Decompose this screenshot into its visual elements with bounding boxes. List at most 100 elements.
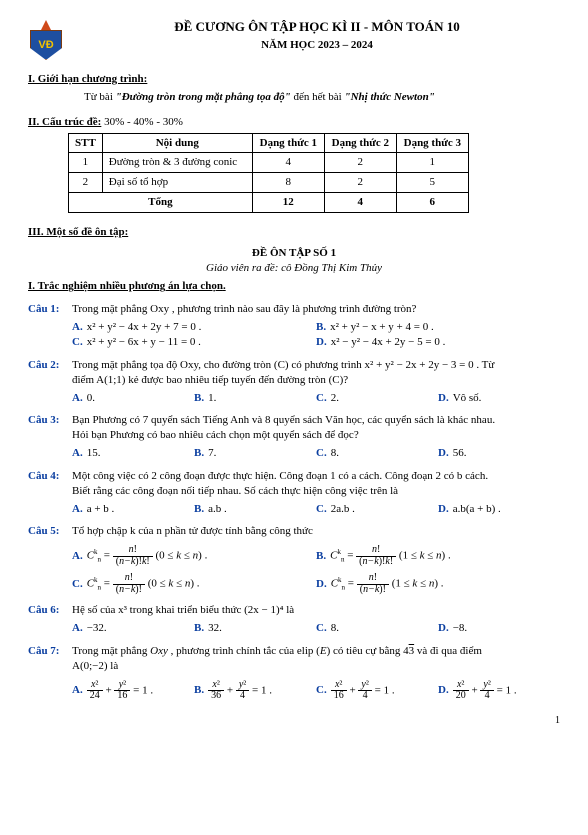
section1-heading: I. Giới hạn chương trình: — [28, 72, 560, 87]
q-body: Trong mặt phẳng Oxy , phương trình chính… — [72, 644, 560, 702]
opt-label: B. — [194, 502, 204, 517]
opt-text: Ckn = n!(n−k)! (0 ≤ k ≤ n) . — [87, 573, 200, 595]
opt-text: Ckn = n!(n−k)!k! (1 ≤ k ≤ n) . — [330, 545, 451, 567]
exam-author: Giáo viên ra đề: cô Đồng Thị Kim Thủy — [28, 261, 560, 276]
q-stem: Trong mặt phẳng Oxy , phương trình chính… — [72, 644, 560, 659]
opt-label: A. — [72, 683, 83, 698]
opt-text: x² + y² − x + y + 4 = 0 . — [330, 320, 434, 335]
q-label: Câu 7: — [28, 644, 72, 702]
options: A.a + b . B.a.b . C.2a.b . D.a.b(a + b) … — [72, 502, 560, 517]
opt-text: −8. — [453, 621, 467, 636]
opt-label: A. — [72, 391, 83, 406]
text: I. Trắc nghiệm nhiều phương án lựa chọn — [28, 280, 223, 292]
q-label: Câu 3: — [28, 413, 72, 461]
opt-label: B. — [194, 391, 204, 406]
opt-text: a.b . — [208, 502, 227, 517]
shield-icon: VĐ — [30, 30, 62, 60]
cell: 2 — [69, 173, 103, 193]
opt-a: A.15. — [72, 446, 194, 461]
q-stem: Một công việc có 2 công đoạn được thực h… — [72, 469, 560, 484]
opt-text: 32. — [208, 621, 222, 636]
opt-c: C. Ckn = n!(n−k)! (0 ≤ k ≤ n) . — [72, 573, 316, 595]
table-header-row: STT Nội dung Dạng thức 1 Dạng thức 2 Dạn… — [69, 133, 469, 153]
opt-label: B. — [194, 621, 204, 636]
doc-subtitle: NĂM HỌC 2023 – 2024 — [74, 38, 560, 53]
school-logo: VĐ — [28, 20, 64, 62]
opt-label: C. — [316, 683, 327, 698]
opt-text: 8. — [331, 446, 339, 461]
opt-d: D.56. — [438, 446, 560, 461]
opt-label: D. — [438, 391, 449, 406]
opt-a: A.0. — [72, 391, 194, 406]
opt-b: B. 32. — [194, 621, 316, 636]
opt-a: A. −32. — [72, 621, 194, 636]
heading-text: II. Cấu trúc đề: — [28, 116, 101, 128]
text: đến hết bài — [291, 91, 345, 103]
table-total-row: Tổng 12 4 6 — [69, 193, 469, 213]
options: A. Ckn = n!(n−k)!k! (0 ≤ k ≤ n) . B. Ckn… — [72, 545, 560, 595]
q-stem: Tổ hợp chập k của n phần tử được tính bằ… — [72, 524, 560, 539]
opt-b: B. 7. — [194, 446, 316, 461]
opt-b: B.x² + y² − x + y + 4 = 0 . — [316, 320, 560, 335]
q-stem: Hỏi bạn Phương có bao nhiêu cách chọn mộ… — [72, 428, 560, 443]
q-body: Bạn Phương có 7 quyển sách Tiếng Anh và … — [72, 413, 560, 461]
cell: Tổng — [69, 193, 253, 213]
opt-label: B. — [194, 683, 204, 698]
opt-label: D. — [438, 621, 449, 636]
question-3: Câu 3: Bạn Phương có 7 quyển sách Tiếng … — [28, 413, 560, 461]
opt-text: x² − y² − 4x + 2y − 5 = 0 . — [331, 335, 446, 350]
col-stt: STT — [69, 133, 103, 153]
q-body: Trong mặt phẳng tọa độ Oxy, cho đường tr… — [72, 358, 560, 406]
text: "Đường tròn trong mặt phẳng tọa độ" — [116, 91, 291, 103]
q-label: Câu 2: — [28, 358, 72, 406]
opt-a: A. Ckn = n!(n−k)!k! (0 ≤ k ≤ n) . — [72, 545, 316, 567]
opt-c: C.2. — [316, 391, 438, 406]
q-stem: Bạn Phương có 7 quyển sách Tiếng Anh và … — [72, 413, 560, 428]
opt-text: Ckn = n!(n−k)! (1 ≤ k ≤ n) . — [331, 573, 444, 595]
q-label: Câu 5: — [28, 524, 72, 595]
q-body: Trong mặt phẳng Oxy , phương trình nào s… — [72, 302, 560, 350]
table-row: 1 Đường tròn & 3 đường conic 4 2 1 — [69, 153, 469, 173]
opt-label: A. — [72, 621, 83, 636]
col-d2: Dạng thức 2 — [324, 133, 396, 153]
opt-c: C. 8. — [316, 446, 438, 461]
opt-label: C. — [316, 502, 327, 517]
opt-text: Vô số. — [453, 391, 482, 406]
text: "Nhị thức Newton" — [344, 91, 434, 103]
opt-label: D. — [316, 335, 327, 350]
opt-d: D. x² − y² − 4x + 2y − 5 = 0 . — [316, 335, 560, 350]
q-label: Câu 6: — [28, 603, 72, 636]
opt-text: a + b . — [87, 502, 115, 517]
part1-heading: I. Trắc nghiệm nhiều phương án lựa chọn. — [28, 279, 560, 294]
section3-heading: III. Một số đề ôn tập: — [28, 225, 560, 240]
opt-label: D. — [316, 577, 327, 592]
cell: Đường tròn & 3 đường conic — [102, 153, 252, 173]
opt-label: C. — [316, 446, 327, 461]
opt-label: C. — [72, 577, 83, 592]
question-4: Câu 4: Một công việc có 2 công đoạn được… — [28, 469, 560, 517]
opt-c: C.x² + y² − 6x + y − 11 = 0 . — [72, 335, 316, 350]
q-label: Câu 4: — [28, 469, 72, 517]
opt-c: C.2a.b . — [316, 502, 438, 517]
opt-text: x²16 + y²4 = 1 . — [331, 680, 395, 702]
opt-label: A. — [72, 320, 83, 335]
options: A.x² + y² − 4x + 2y + 7 = 0 . B.x² + y² … — [72, 320, 560, 350]
q-body: Hệ số của x³ trong khai triển biểu thức … — [72, 603, 560, 636]
text: 30% - 40% - 30% — [101, 116, 183, 128]
q-stem: điểm A(1;1) kẻ được bao nhiêu tiếp tuyến… — [72, 373, 560, 388]
opt-b: B. x²36 + y²4 = 1 . — [194, 680, 316, 702]
structure-table: STT Nội dung Dạng thức 1 Dạng thức 2 Dạn… — [68, 133, 469, 213]
question-5: Câu 5: Tổ hợp chập k của n phần tử được … — [28, 524, 560, 595]
options: A. x²24 + y²16 = 1 . B. x²36 + y²4 = 1 .… — [72, 680, 560, 702]
opt-c: C. x²16 + y²4 = 1 . — [316, 680, 438, 702]
opt-d: D. x²20 + y²4 = 1 . — [438, 680, 560, 702]
section1-text: Từ bài "Đường tròn trong mặt phẳng tọa đ… — [84, 90, 560, 105]
cell: 6 — [396, 193, 468, 213]
opt-label: A. — [72, 502, 83, 517]
opt-text: 7. — [208, 446, 216, 461]
opt-text: −32. — [87, 621, 107, 636]
opt-label: D. — [438, 446, 449, 461]
opt-label: B. — [194, 446, 204, 461]
opt-b: B. Ckn = n!(n−k)!k! (1 ≤ k ≤ n) . — [316, 545, 560, 567]
opt-text: x² + y² − 6x + y − 11 = 0 . — [87, 335, 201, 350]
